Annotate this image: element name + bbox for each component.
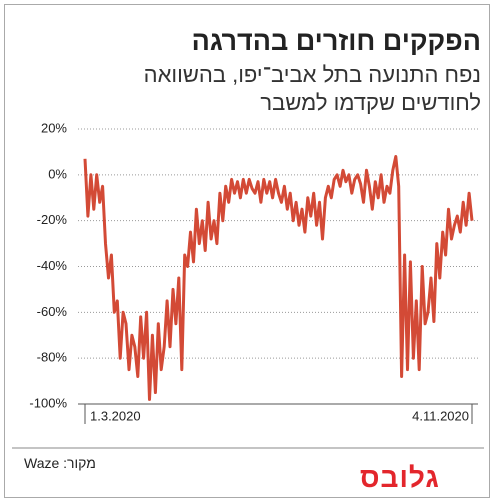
chart-subtitle: נפח התנועה בתל אביב־יפו, בהשוואה — [143, 62, 481, 87]
y-tick-label: 0% — [48, 166, 67, 181]
x-tick-label: 1.3.2020 — [90, 408, 141, 423]
y-tick-label: 20% — [41, 120, 67, 135]
x-tick-label: 4.11.2020 — [412, 408, 469, 423]
y-tick-label: -60% — [37, 304, 68, 319]
frame — [4, 4, 490, 498]
source: מקור: Waze — [24, 455, 96, 471]
chart-title: הפקקים חוזרים בהדרגה — [191, 26, 481, 56]
data-line — [83, 155, 474, 401]
y-tick-label: -100% — [29, 395, 67, 410]
y-tick-label: -40% — [37, 258, 68, 273]
y-tick-label: -20% — [37, 212, 68, 227]
y-tick-label: -80% — [37, 350, 68, 365]
chart-subtitle: לחודשים שקדמו למשבר — [260, 90, 481, 115]
logo: גלובס — [360, 462, 440, 493]
